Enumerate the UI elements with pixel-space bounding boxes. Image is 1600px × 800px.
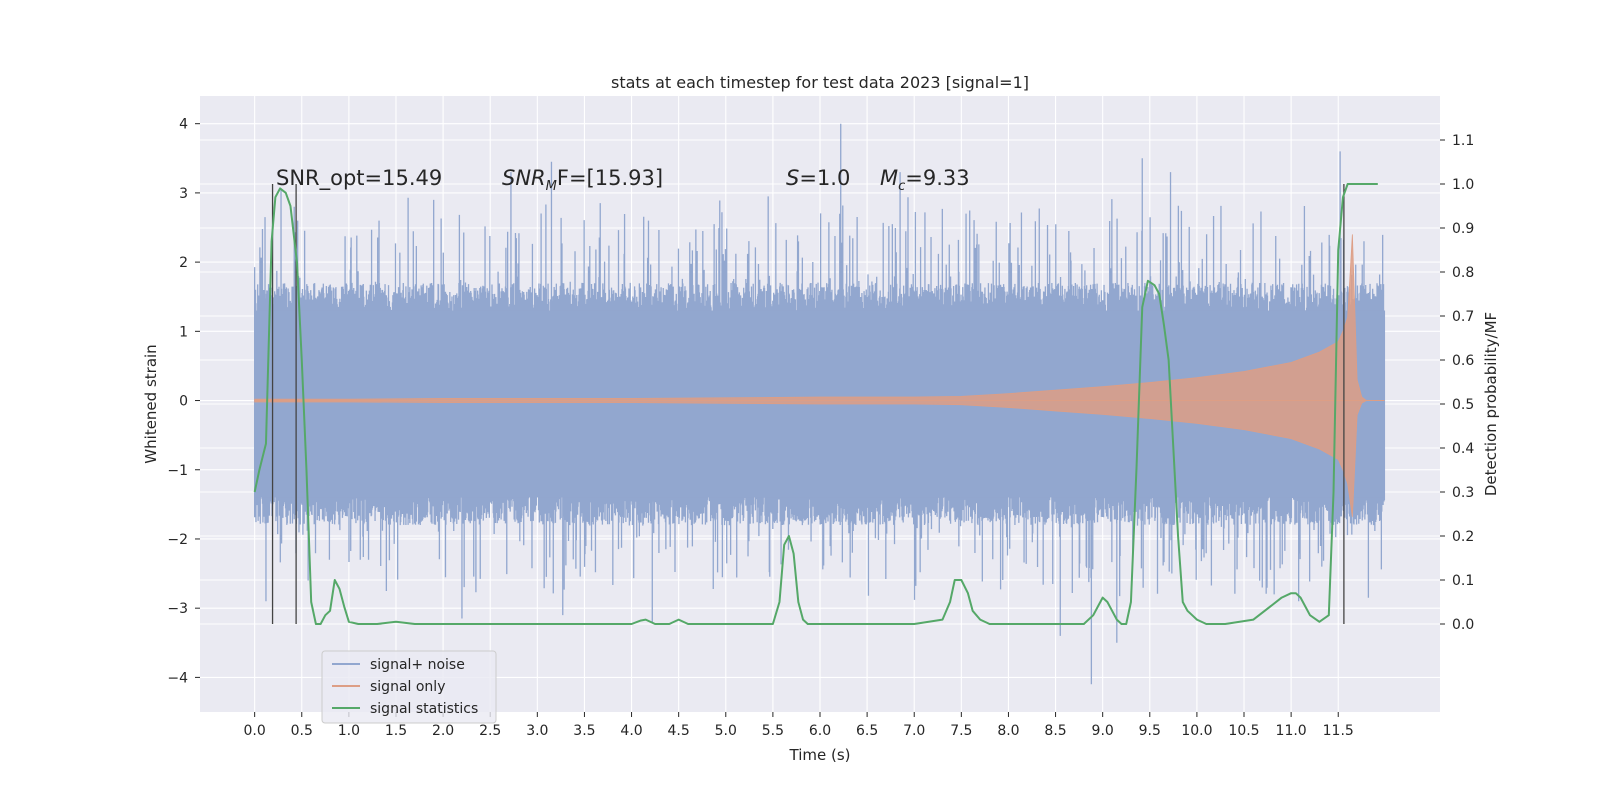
annotation-mc-italic: M: [880, 166, 898, 190]
y-right-tick-label: 1.0: [1452, 177, 1474, 193]
annotations: SNR_opt=15.49 SNRMF=[15.93] S=1.0 Mc=9.3…: [276, 166, 970, 194]
annotation-mc: Mc=9.33: [880, 166, 970, 194]
y-right-tick-label: 0.0: [1452, 617, 1474, 633]
x-tick-label: 8.5: [1044, 723, 1066, 739]
y-right-tick-label: 0.9: [1452, 221, 1474, 237]
x-tick-label: 5.0: [715, 723, 737, 739]
annotation-snr-mf: SNRMF=[15.93]: [502, 166, 663, 194]
x-tick-label: 7.0: [903, 723, 925, 739]
y-axis-right-label: Detection probability/MF: [1482, 312, 1500, 496]
signal-only-series: [254, 234, 1385, 517]
x-tick-label: 10.5: [1228, 723, 1259, 739]
signal-statistics-line: [253, 183, 1378, 625]
legend: signal+ noise signal only signal statist…: [321, 650, 497, 724]
annotation-snr-mf-subscript: M: [546, 179, 557, 194]
y-tick-label: 3: [179, 186, 188, 202]
x-tick-label: 1.0: [338, 723, 360, 739]
y-tick-label: 1: [179, 324, 188, 340]
y-right-tick-label: 0.5: [1452, 397, 1474, 413]
y-right-tick-label: 0.4: [1452, 441, 1474, 457]
annotation-snr-mf-value: F=[15.93]: [557, 166, 663, 190]
x-tick-label: 3.5: [573, 723, 595, 739]
y-tick-label: −4: [167, 670, 188, 686]
y-tick-label: −1: [167, 463, 188, 479]
x-tick-label: 5.5: [762, 723, 784, 739]
x-tick-label: 7.5: [950, 723, 972, 739]
annotation-snr-opt: SNR_opt=15.49: [276, 166, 442, 191]
x-tick-label: 11.0: [1276, 723, 1307, 739]
y-right-tick-label: 0.2: [1452, 529, 1474, 545]
x-tick-label: 1.5: [385, 723, 407, 739]
y-right-tick-label: 0.1: [1452, 573, 1474, 589]
y-right-tick-label: 0.8: [1452, 265, 1474, 281]
x-tick-label: 0.0: [244, 723, 266, 739]
y-right-tick-label: 1.1: [1452, 133, 1474, 149]
x-tick-label: 8.0: [997, 723, 1019, 739]
y-tick-label: −2: [167, 532, 188, 548]
y-axis-right: 0.0 0.1 0.2 0.3 0.4 0.5 0.6 0.7 0.8 0.9 1.0 1.1: [1440, 133, 1474, 633]
annotation-s: S=1.0: [786, 166, 850, 190]
y-tick-label: −3: [167, 601, 188, 617]
y-axis-label: Whitened strain: [142, 344, 160, 463]
annotation-mc-value: =9.33: [905, 166, 969, 190]
x-tick-label: 4.0: [620, 723, 642, 739]
x-axis-label: Time (s): [789, 746, 851, 764]
y-right-tick-label: 0.3: [1452, 485, 1474, 501]
y-right-tick-label: 0.7: [1452, 309, 1474, 325]
x-tick-label: 2.0: [432, 723, 454, 739]
x-axis: 0.0 0.5 1.0 1.5 2.0 2.5 3.0 3.5 4.0 4.5 5.0 5.5 6.0 6…: [244, 712, 1354, 739]
legend-label-signal-noise: signal+ noise: [370, 657, 465, 673]
plot-area: [200, 96, 1440, 712]
x-tick-label: 0.5: [291, 723, 313, 739]
legend-box: [321, 650, 497, 724]
x-tick-label: 9.5: [1139, 723, 1161, 739]
annotation-snr-mf-italic: SNR: [502, 166, 546, 190]
y-tick-label: 2: [179, 255, 188, 271]
x-tick-label: 11.5: [1323, 723, 1354, 739]
y-tick-label: 4: [179, 117, 188, 133]
x-tick-label: 10.0: [1181, 723, 1212, 739]
y-right-tick-label: 0.6: [1452, 353, 1474, 369]
x-tick-label: 9.0: [1092, 723, 1114, 739]
legend-label-signal-statistics: signal statistics: [370, 701, 478, 717]
x-tick-label: 2.5: [479, 723, 501, 739]
signal-statistics-series: [253, 183, 1378, 625]
annotation-s-italic: S: [786, 166, 799, 190]
x-tick-label: 3.0: [526, 723, 548, 739]
legend-label-signal-only: signal only: [370, 679, 445, 695]
y-tick-label: 0: [179, 394, 188, 410]
x-tick-label: 4.5: [668, 723, 690, 739]
x-tick-label: 6.5: [856, 723, 878, 739]
y-axis-left: −4 −3 −2 −1 0 1 2 3 4: [167, 117, 200, 686]
annotation-mc-subscript: c: [898, 179, 905, 194]
chart-title: stats at each timestep for test data 202…: [611, 73, 1029, 92]
x-tick-label: 6.0: [809, 723, 831, 739]
annotation-s-value: =1.0: [799, 166, 850, 190]
